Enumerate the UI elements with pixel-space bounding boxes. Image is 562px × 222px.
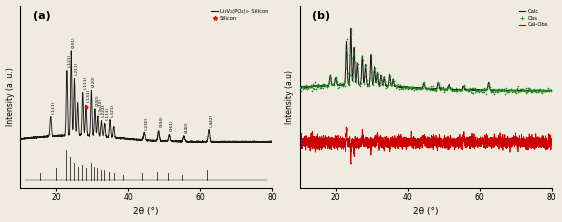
Text: (-121): (-121) bbox=[67, 54, 71, 67]
Text: (-111): (-111) bbox=[51, 100, 55, 114]
Text: (-321): (-321) bbox=[111, 103, 115, 117]
Text: (-442): (-442) bbox=[210, 113, 214, 127]
Text: (-211): (-211) bbox=[75, 62, 79, 75]
Text: (-222): (-222) bbox=[102, 104, 106, 117]
X-axis label: 2θ (°): 2θ (°) bbox=[133, 207, 159, 216]
Text: (220): (220) bbox=[92, 75, 96, 87]
Text: (-113): (-113) bbox=[105, 107, 109, 120]
Text: (304): (304) bbox=[159, 116, 163, 127]
Legend: Calc, Obs, Cal-Obs: Calc, Obs, Cal-Obs bbox=[518, 8, 549, 28]
Text: (-131): (-131) bbox=[87, 88, 90, 102]
Text: (440): (440) bbox=[184, 121, 188, 133]
Text: (-3α10): (-3α10) bbox=[98, 97, 102, 114]
Y-axis label: Intensity (a.u): Intensity (a.u) bbox=[285, 70, 294, 124]
X-axis label: 2θ (°): 2θ (°) bbox=[413, 207, 438, 216]
Text: (a): (a) bbox=[33, 11, 51, 21]
Text: (-111): (-111) bbox=[83, 76, 87, 89]
Text: (b): (b) bbox=[312, 11, 330, 21]
Text: (200): (200) bbox=[96, 94, 99, 106]
Text: (161): (161) bbox=[170, 120, 174, 131]
Y-axis label: Intensity (a. u.): Intensity (a. u.) bbox=[6, 67, 15, 126]
Text: (-230): (-230) bbox=[145, 117, 149, 130]
Text: (201): (201) bbox=[72, 36, 76, 48]
Legend: Li₃V₂(PO₄)₃- Silicon, Silicon: Li₃V₂(PO₄)₃- Silicon, Silicon bbox=[210, 8, 269, 22]
